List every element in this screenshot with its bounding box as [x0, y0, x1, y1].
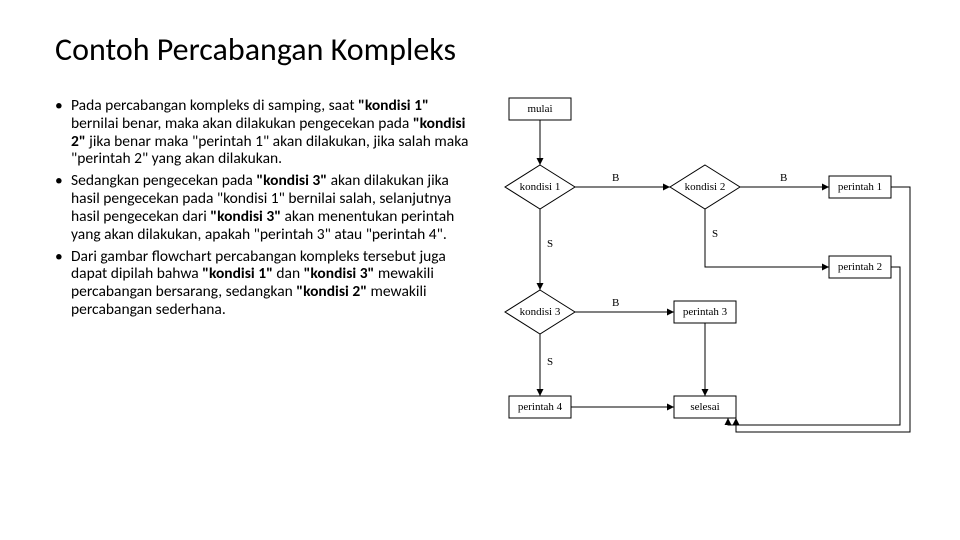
bullet-list: • Pada percabangan kompleks di samping, …: [55, 97, 472, 447]
content-row: • Pada percabangan kompleks di samping, …: [55, 97, 920, 447]
bullet-mark: •: [55, 97, 71, 168]
svg-text:B: B: [780, 172, 787, 184]
svg-text:kondisi 2: kondisi 2: [685, 181, 726, 193]
list-item: • Sedangkan pengecekan pada "kondisi 3" …: [55, 172, 472, 243]
page-title: Contoh Percabangan Kompleks: [55, 30, 920, 69]
svg-text:B: B: [612, 297, 619, 309]
flowchart-svg: B B S S B Smulai kondisi 1 kondisi 2 perintah 1 p…: [480, 97, 920, 447]
svg-text:selesai: selesai: [690, 401, 719, 413]
svg-text:perintah 3: perintah 3: [683, 306, 728, 318]
svg-text:mulai: mulai: [527, 103, 552, 115]
svg-text:S: S: [547, 238, 553, 250]
svg-text:S: S: [547, 356, 553, 368]
svg-text:kondisi 3: kondisi 3: [520, 306, 561, 318]
list-item: • Dari gambar flowchart percabangan komp…: [55, 248, 472, 319]
flowchart-diagram: B B S S B Smulai kondisi 1 kondisi 2 perintah 1 p…: [480, 97, 920, 447]
list-item: • Pada percabangan kompleks di samping, …: [55, 97, 472, 168]
svg-text:perintah 2: perintah 2: [838, 261, 882, 273]
svg-text:kondisi 1: kondisi 1: [520, 181, 561, 193]
bullet-text: Pada percabangan kompleks di samping, sa…: [71, 97, 472, 168]
bullet-mark: •: [55, 172, 71, 243]
bullet-text: Dari gambar flowchart percabangan komple…: [71, 248, 472, 319]
svg-text:S: S: [712, 228, 718, 240]
svg-text:perintah 1: perintah 1: [838, 181, 882, 193]
svg-text:perintah 4: perintah 4: [518, 401, 563, 413]
bullet-text: Sedangkan pengecekan pada "kondisi 3" ak…: [71, 172, 472, 243]
svg-text:B: B: [612, 172, 619, 184]
bullet-mark: •: [55, 248, 71, 319]
